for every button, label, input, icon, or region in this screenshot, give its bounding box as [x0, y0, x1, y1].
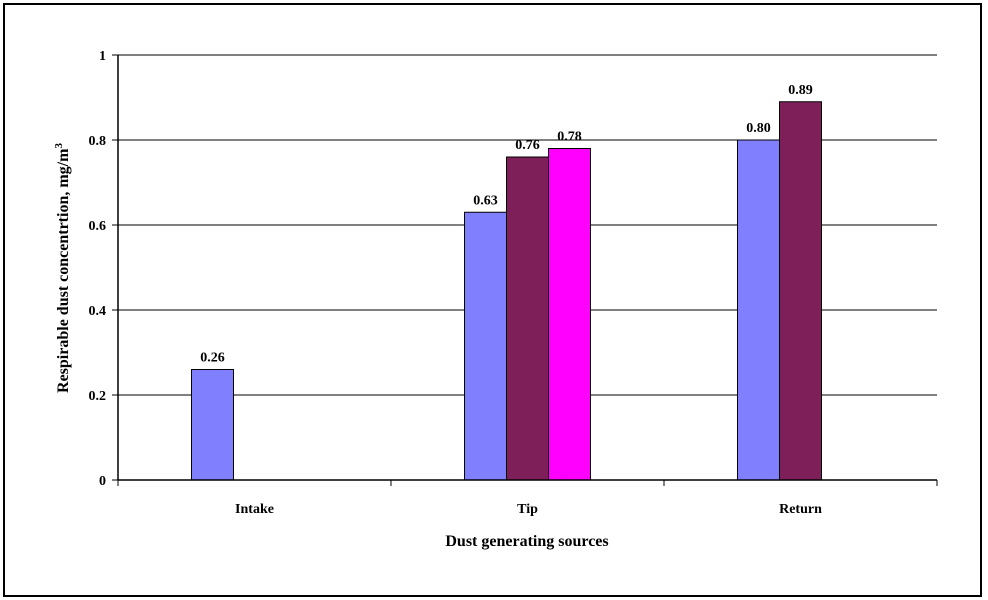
data-label: 0.89 — [788, 83, 813, 98]
y-axis-title: Respirable dust concentrtion, mg/m3 — [53, 143, 72, 393]
data-label: 0.63 — [473, 193, 498, 208]
y-tick-label: 0.4 — [89, 304, 107, 319]
data-label: 0.26 — [200, 351, 225, 366]
bar — [192, 370, 234, 481]
bar — [549, 149, 591, 481]
data-label: 0.76 — [515, 138, 540, 153]
y-tick-label: 0.6 — [89, 219, 107, 234]
y-tick-labels: 0 0.2 0.4 0.6 0.8 1 — [89, 49, 107, 489]
y-axis-title-superscript: 3 — [53, 143, 65, 149]
y-tick-label: 0.2 — [89, 389, 107, 404]
bar — [738, 140, 780, 480]
y-tick-label: 0 — [99, 474, 106, 489]
x-category-label: Tip — [517, 502, 538, 517]
x-axis-title: Dust generating sources — [445, 533, 608, 550]
x-category-label: Return — [779, 502, 822, 517]
bar — [780, 102, 822, 480]
data-label: 0.78 — [557, 130, 582, 145]
x-category-label: Intake — [235, 502, 274, 517]
bars — [192, 102, 822, 480]
y-tick-label: 0.8 — [89, 134, 107, 149]
bar — [507, 157, 549, 480]
y-axis-title-text: Respirable dust concentrtion, mg/m — [55, 148, 72, 393]
bar — [465, 212, 507, 480]
y-tick-label: 1 — [99, 49, 106, 64]
data-label: 0.80 — [746, 121, 771, 136]
x-category-labels: Intake Tip Return — [235, 502, 822, 517]
